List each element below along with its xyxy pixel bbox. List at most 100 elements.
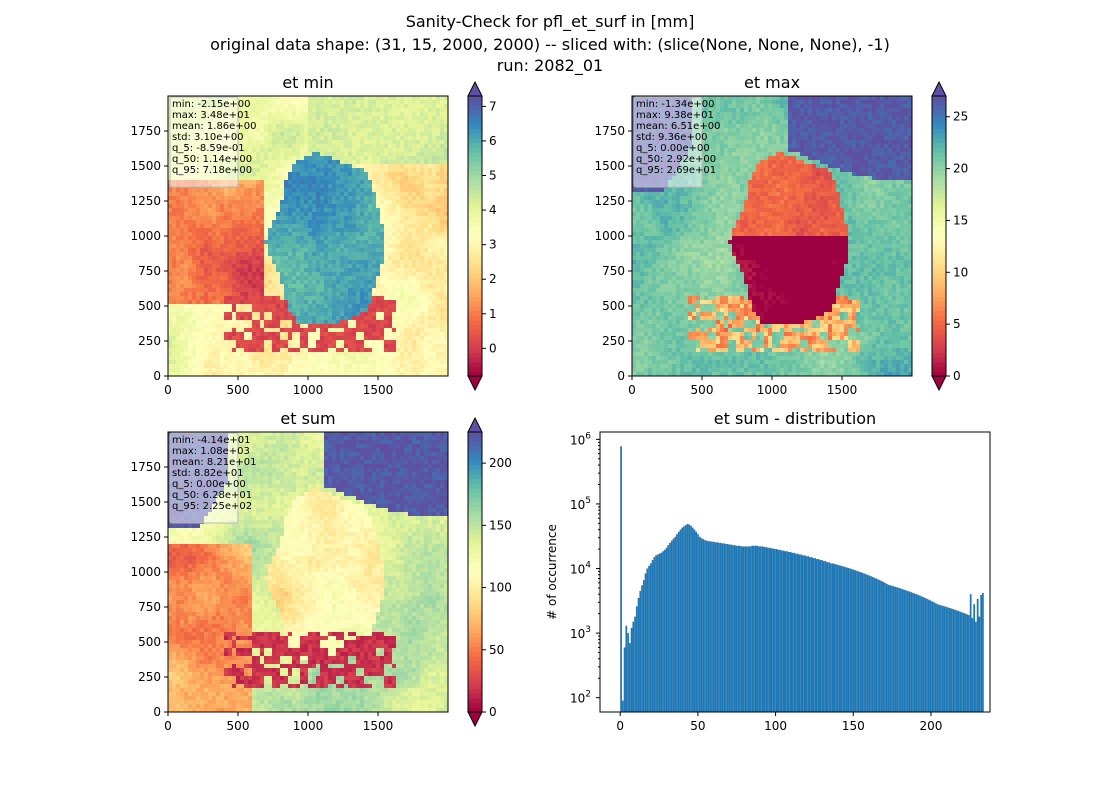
colorbar-segment: [468, 142, 482, 148]
heatmap-cell: [388, 200, 393, 205]
heatmap-cell: [384, 296, 389, 301]
heatmap-cell: [176, 256, 181, 261]
heatmap-cell: [352, 136, 357, 141]
heatmap-cell: [168, 328, 173, 333]
heatmap-cell: [192, 344, 197, 349]
heatmap-cell: [224, 224, 229, 229]
heatmap-cell: [392, 172, 397, 177]
heatmap-cell: [424, 144, 429, 149]
heatmap-cell: [436, 228, 441, 233]
heatmap-cell: [344, 124, 349, 129]
heatmap-cell: [416, 232, 421, 237]
heatmap-cell: [288, 236, 293, 241]
heatmap-cell: [432, 140, 437, 145]
heatmap-cell: [328, 280, 333, 285]
heatmap-cell: [332, 268, 337, 273]
heatmap-cell: [176, 284, 181, 289]
heatmap-cell: [280, 300, 285, 305]
heatmap-cell: [224, 292, 229, 297]
heatmap-cell: [420, 208, 425, 213]
heatmap-cell: [308, 236, 313, 241]
heatmap-cell: [340, 308, 345, 313]
heatmap-cell: [200, 300, 205, 305]
heatmap-cell: [364, 128, 369, 133]
heatmap-cell: [308, 320, 313, 325]
heatmap-cell: [200, 284, 205, 289]
heatmap-cell: [440, 200, 445, 205]
heatmap-cell: [412, 328, 417, 333]
heatmap-cell: [396, 100, 401, 105]
heatmap-cell: [412, 276, 417, 281]
heatmap-cell: [380, 356, 385, 361]
colorbar-segment: [468, 236, 482, 242]
heatmap-cell: [328, 200, 333, 205]
heatmap-cell: [388, 112, 393, 117]
heatmap-cell: [332, 348, 337, 353]
heatmap-cell: [416, 200, 421, 205]
heatmap-cell: [308, 340, 313, 345]
heatmap-cell: [304, 272, 309, 277]
heatmap-cell: [220, 360, 225, 365]
heatmap-cell: [420, 112, 425, 117]
heatmap-cell: [200, 288, 205, 293]
heatmap-cell: [324, 248, 329, 253]
heatmap-cell: [228, 360, 233, 365]
heatmap-cell: [376, 132, 381, 137]
heatmap-cell: [236, 280, 241, 285]
heatmap-cell: [372, 328, 377, 333]
heatmap-cell: [384, 184, 389, 189]
heatmap-cell: [432, 320, 437, 325]
heatmap-cell: [208, 268, 213, 273]
heatmap-cell: [296, 124, 301, 129]
heatmap-cell: [440, 128, 445, 133]
heatmap-cell: [196, 188, 201, 193]
heatmap-cell: [312, 348, 317, 353]
colorbar-segment: [468, 184, 482, 190]
heatmap-cell: [292, 128, 297, 133]
heatmap-cell: [252, 308, 257, 313]
heatmap-cell: [432, 108, 437, 113]
heatmap-cell: [376, 364, 381, 369]
heatmap-cell: [220, 196, 225, 201]
heatmap-cell: [388, 156, 393, 161]
colorbar-segment: [468, 259, 482, 265]
heatmap-cell: [228, 264, 233, 269]
heatmap-cell: [356, 228, 361, 233]
heatmap-cell: [232, 316, 237, 321]
heatmap-cell: [232, 324, 237, 329]
heatmap-cell: [296, 212, 301, 217]
heatmap-cell: [220, 316, 225, 321]
heatmap-cell: [172, 284, 177, 289]
heatmap-cell: [332, 128, 337, 133]
heatmap-cell: [240, 112, 245, 117]
heatmap-cell: [412, 292, 417, 297]
heatmap-cell: [220, 328, 225, 333]
heatmap-cell: [328, 304, 333, 309]
heatmap-cell: [276, 312, 281, 317]
heatmap-cell: [328, 136, 333, 141]
heatmap-cell: [280, 128, 285, 133]
heatmap-cell: [440, 288, 445, 293]
heatmap-cell: [300, 192, 305, 197]
heatmap-cell: [304, 328, 309, 333]
heatmap-cell: [416, 320, 421, 325]
heatmap-cell: [432, 180, 437, 185]
heatmap-cell: [252, 240, 257, 245]
heatmap-cell: [284, 164, 289, 169]
heatmap-cell: [288, 176, 293, 181]
heatmap-cell: [444, 168, 449, 173]
heatmap-cell: [240, 108, 245, 113]
heatmap-cell: [208, 336, 213, 341]
heatmap-cell: [444, 296, 449, 301]
heatmap-cell: [216, 200, 221, 205]
heatmap-cell: [168, 216, 173, 221]
heatmap-cell: [296, 172, 301, 177]
heatmap-cell: [204, 340, 209, 345]
stats-line: mean: 1.86e+00: [172, 121, 256, 132]
heatmap-cell: [228, 268, 233, 273]
heatmap-cell: [244, 168, 249, 173]
heatmap-cell: [376, 124, 381, 129]
heatmap-cell: [416, 248, 421, 253]
heatmap-cell: [428, 236, 433, 241]
heatmap-cell: [220, 372, 225, 377]
